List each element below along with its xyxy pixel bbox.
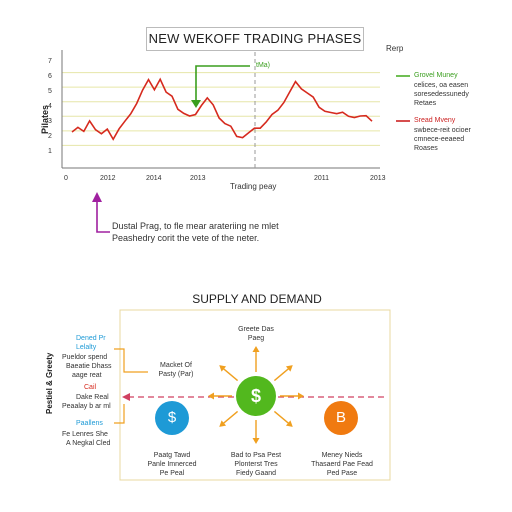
marker-label: tMa) <box>256 62 270 69</box>
y-tick-3: 3 <box>48 118 52 125</box>
chart-title: NEW WEKOFF TRADING PHASES <box>146 27 364 51</box>
arrow-down-left-head <box>219 420 227 427</box>
left-label-desc-1: Pueldor spend <box>62 354 108 361</box>
y-tick-4: 4 <box>48 103 52 110</box>
arrow-down-right-head <box>285 420 293 427</box>
left-label-desc-3: aage reat <box>72 372 102 379</box>
bottom-label-2a: Bad to Psa Pest <box>230 452 282 459</box>
x-tick-2: 2014 <box>146 175 162 182</box>
demand-circle <box>155 401 189 435</box>
series-line <box>71 77 373 141</box>
bottom-label-3a: Meney Nieds <box>321 452 363 459</box>
y-tick-7: 7 <box>48 58 52 65</box>
market-circle <box>236 376 276 416</box>
x-tick-5: 2013 <box>370 175 386 182</box>
mid-label-1: Macket Of <box>160 362 192 369</box>
legend-desc-2a: swbece-reit ocioer <box>414 127 471 134</box>
dashed-line-head <box>122 393 130 401</box>
bottom-label-2c: Fiedy Gaand <box>235 470 277 477</box>
legend-desc-1b: soresedessunedy <box>414 91 469 98</box>
bottom-label-3c: Ped Pase <box>326 470 358 477</box>
left-label-call: Cail <box>84 384 97 391</box>
arrow-up-left-head <box>219 365 227 372</box>
top-label-1: Greete Das <box>238 326 274 333</box>
x-tick-3: 2013 <box>190 175 206 182</box>
legend-desc-1c: Retaes <box>414 100 437 107</box>
y-tick-2: 2 <box>48 133 52 140</box>
left-label-deal-1: Dake Real <box>76 394 109 401</box>
supply-symbol: B <box>335 409 346 426</box>
diagram-title: SUPPLY AND DEMAND <box>192 292 322 306</box>
bottom-label-1a: Paatg Tawd <box>153 452 191 459</box>
left-label-supply: Paallens <box>76 420 103 427</box>
chart-x-axis-label: Trading peay <box>230 182 277 191</box>
x-tick-4: 2011 <box>314 175 330 182</box>
legend-desc-1a: celices, oa easen <box>414 82 469 89</box>
diagram-frame <box>119 309 391 481</box>
market-symbol: $ <box>250 386 261 406</box>
bottom-label-1b: Panle Imnerced <box>147 461 197 468</box>
legend-desc-2b: cmnece-eeaeed <box>414 136 465 143</box>
left-label-supply-desc-2: A Negkal Cled <box>66 440 111 447</box>
demand-symbol: $ <box>167 409 177 426</box>
diagram-y-axis-label: Pestiel & Greety <box>45 352 54 414</box>
arrow-down-head <box>252 438 260 444</box>
chart-grid <box>62 72 380 146</box>
legend-label-2: Sread Mveny <box>414 117 456 124</box>
legend-label-1: Grovel Muney <box>414 72 458 79</box>
y-tick-6: 6 <box>48 73 52 80</box>
bottom-label-2b: Plonterst Tres <box>234 461 278 468</box>
bottom-label-3b: Thasaerd Pae Fead <box>311 461 373 468</box>
left-label-demand-1: Dened Pr <box>76 335 106 342</box>
annotation-line-2: Peashedry corit the vete of the neter. <box>112 233 260 243</box>
mid-label-2: Pasty (Par) <box>158 371 194 378</box>
top-label-2: Paeg <box>247 335 265 342</box>
left-label-deal-2: Peaalay b ar ml <box>62 403 111 410</box>
connector-demand <box>114 348 148 373</box>
marker-arrow-head <box>191 100 201 108</box>
arrow-up-head <box>252 346 260 352</box>
annotation-line-1: Dustal Prag, to fle mear arateriing ne m… <box>112 221 279 231</box>
annotation-arrow-head <box>92 192 102 202</box>
annotation-arrow <box>96 198 110 233</box>
bottom-label-1c: Pe Peal <box>159 470 185 477</box>
chart-top-right-label: Rerp <box>386 44 404 53</box>
x-tick-0: 0 <box>64 175 68 182</box>
legend-desc-2c: Roases <box>414 145 438 152</box>
arrow-up-right-head <box>285 365 293 372</box>
left-label-supply-desc-1: Fe Lenres She <box>62 431 108 438</box>
arrow-left-head <box>208 392 214 400</box>
y-tick-1: 1 <box>48 148 52 155</box>
left-label-desc-2: Baeatie Dhass <box>66 363 112 370</box>
x-tick-1: 2012 <box>100 175 116 182</box>
marker-arrow <box>195 65 250 104</box>
connector-supply <box>114 404 125 424</box>
y-tick-5: 5 <box>48 88 52 95</box>
arrow-right-head <box>298 392 304 400</box>
diagram-arrows <box>208 346 304 444</box>
supply-circle <box>324 401 358 435</box>
left-label-demand-2: Lelalty <box>76 344 97 351</box>
